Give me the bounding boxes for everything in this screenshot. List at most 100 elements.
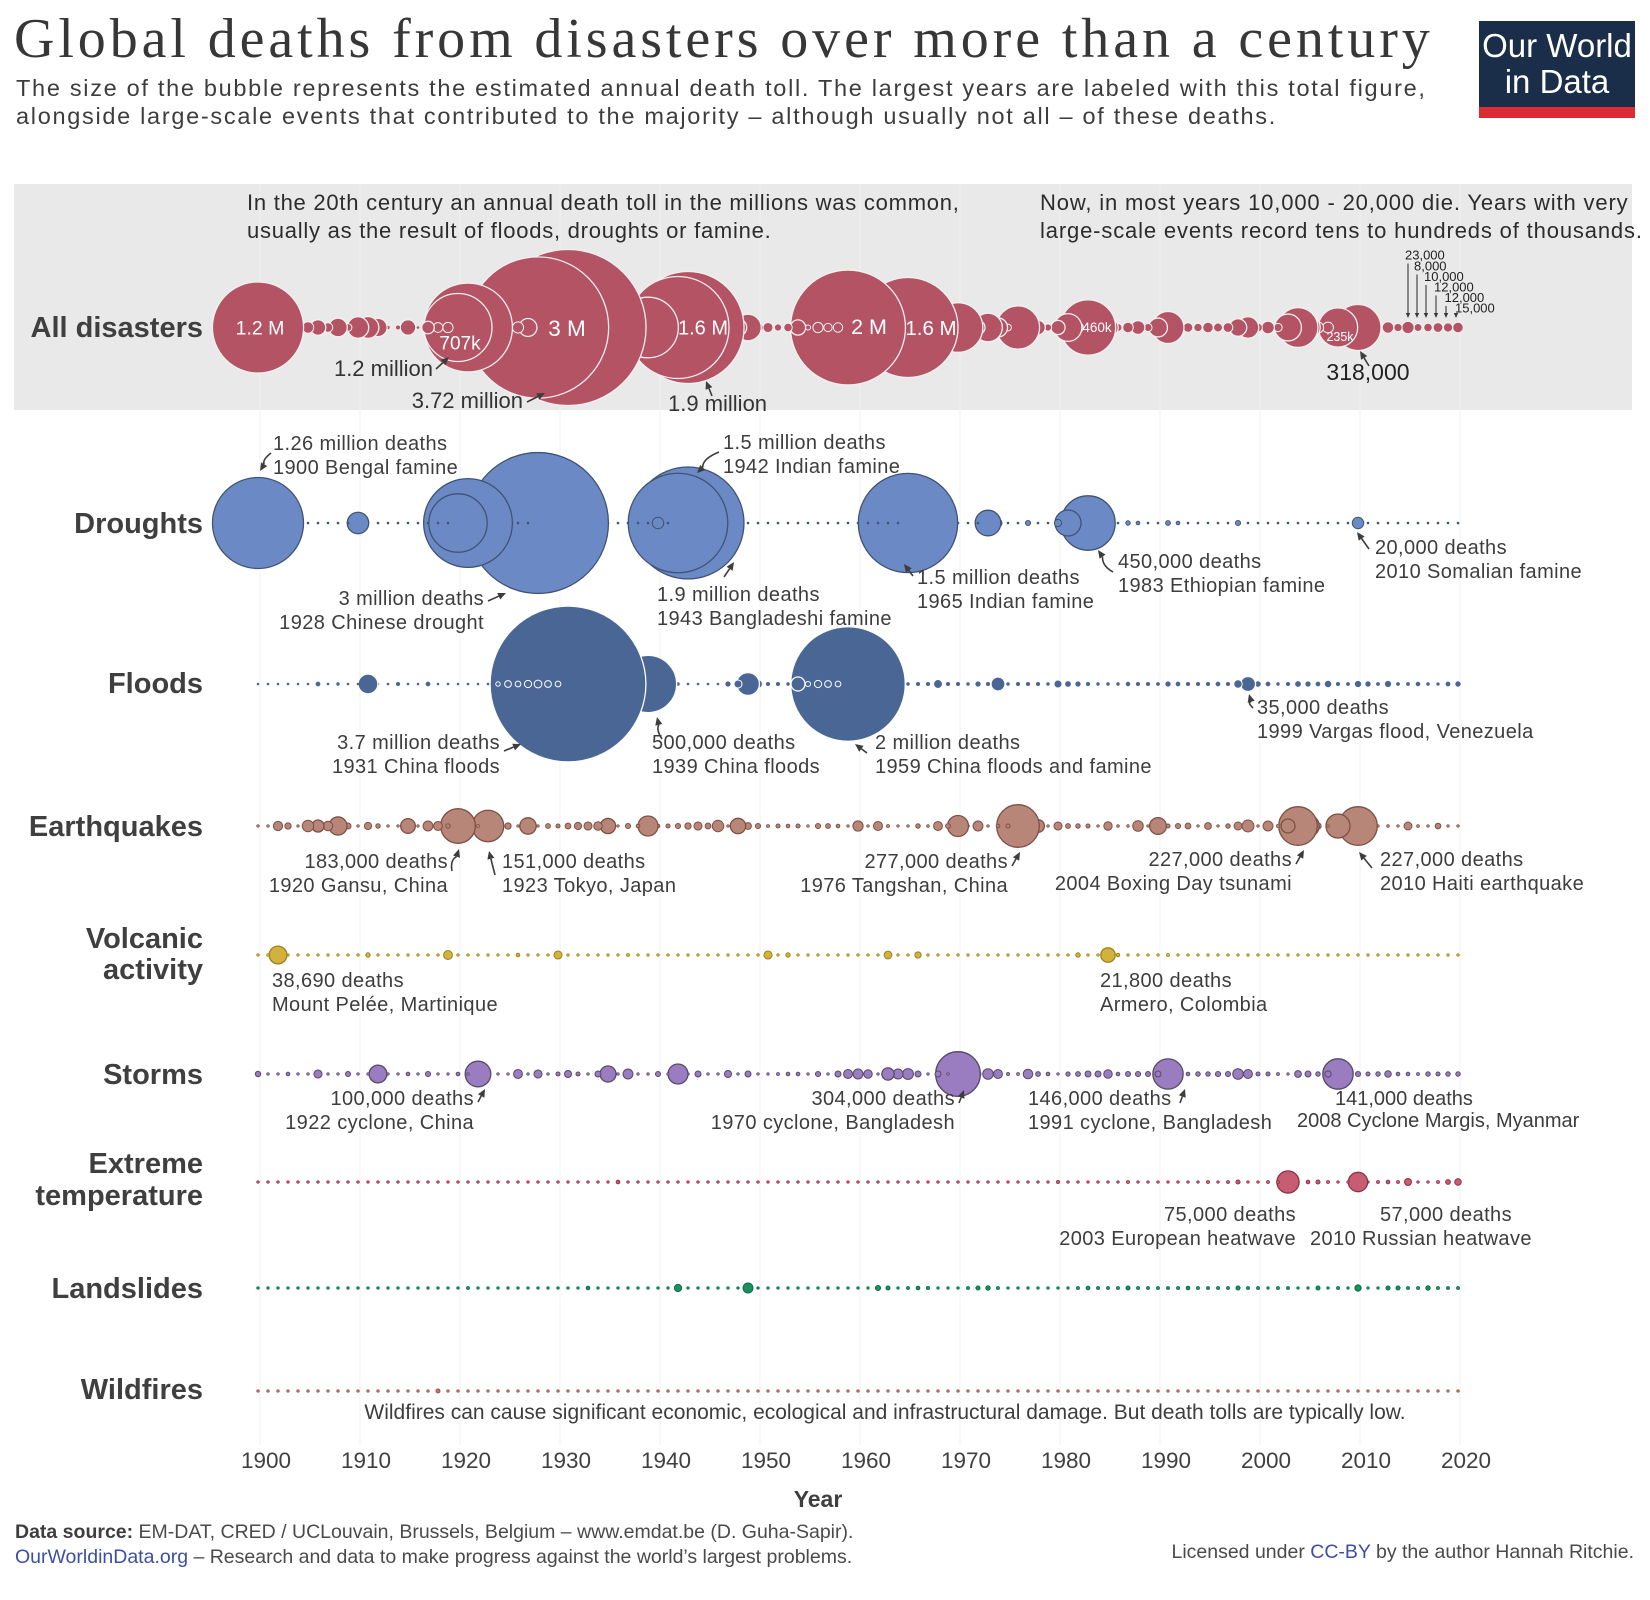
svg-text:Global deaths from disasters o: Global deaths from disasters over more t… — [14, 8, 1434, 70]
svg-text:large-scale events record tens: large-scale events record tens to hundre… — [1040, 218, 1643, 243]
svg-text:1950: 1950 — [741, 1448, 791, 1473]
svg-text:1.6 M: 1.6 M — [905, 317, 956, 340]
svg-text:1900 Bengal famine: 1900 Bengal famine — [273, 457, 458, 479]
svg-text:1920 Gansu, China: 1920 Gansu, China — [269, 875, 449, 897]
svg-text:460k: 460k — [1082, 320, 1112, 335]
svg-text:2010 Haiti earthquake: 2010 Haiti earthquake — [1380, 873, 1584, 895]
svg-text:75,000 deaths: 75,000 deaths — [1164, 1204, 1296, 1226]
svg-text:277,000 deaths: 277,000 deaths — [864, 851, 1008, 873]
svg-text:304,000 deaths: 304,000 deaths — [811, 1088, 955, 1110]
svg-text:in Data: in Data — [1505, 63, 1610, 100]
svg-text:2 M: 2 M — [851, 315, 887, 339]
svg-text:1943 Bangladeshi famine: 1943 Bangladeshi famine — [657, 608, 892, 630]
svg-text:Wildfires can cause significan: Wildfires can cause significant economic… — [364, 1401, 1405, 1424]
svg-text:Extreme: Extreme — [89, 1148, 203, 1180]
svg-text:2010 Somalian famine: 2010 Somalian famine — [1375, 561, 1582, 583]
svg-text:2008 Cyclone Margis, Myanmar: 2008 Cyclone Margis, Myanmar — [1297, 1110, 1580, 1132]
svg-text:Droughts: Droughts — [74, 508, 203, 540]
svg-text:Now, in most years 10,000 - 20: Now, in most years 10,000 - 20,000 die. … — [1040, 190, 1629, 215]
svg-text:450,000 deaths: 450,000 deaths — [1118, 551, 1262, 573]
svg-text:1.5 million deaths: 1.5 million deaths — [723, 432, 886, 454]
svg-text:227,000 deaths: 227,000 deaths — [1148, 849, 1292, 871]
svg-text:All disasters: All disasters — [31, 312, 203, 344]
svg-text:23,000: 23,000 — [1405, 248, 1445, 263]
svg-text:1922 cyclone, China: 1922 cyclone, China — [285, 1112, 474, 1134]
svg-text:alongside large-scale events t: alongside large-scale events that contri… — [16, 103, 1277, 129]
svg-text:temperature: temperature — [35, 1180, 203, 1212]
svg-text:57,000 deaths: 57,000 deaths — [1380, 1204, 1512, 1226]
svg-text:2003 European heatwave: 2003 European heatwave — [1059, 1228, 1296, 1250]
svg-text:1999 Vargas flood, Venezuela: 1999 Vargas flood, Venezuela — [1257, 721, 1534, 743]
svg-text:21,800 deaths: 21,800 deaths — [1100, 970, 1232, 992]
svg-text:235k: 235k — [1326, 330, 1354, 344]
svg-text:3 M: 3 M — [548, 316, 586, 341]
svg-text:1965 Indian famine: 1965 Indian famine — [917, 591, 1094, 613]
svg-text:usually as the result of flood: usually as the result of floods, drought… — [247, 218, 771, 243]
svg-text:1.2 million: 1.2 million — [334, 356, 433, 381]
svg-text:1990: 1990 — [1141, 1448, 1191, 1473]
svg-text:Volcanic: Volcanic — [86, 923, 203, 955]
svg-text:1960: 1960 — [841, 1448, 891, 1473]
svg-text:In the 20th century an annual: In the 20th century an annual death toll… — [247, 190, 960, 215]
svg-text:1910: 1910 — [341, 1448, 391, 1473]
svg-text:activity: activity — [103, 954, 203, 986]
svg-text:1940: 1940 — [641, 1448, 691, 1473]
svg-text:1.2 M: 1.2 M — [236, 318, 285, 340]
svg-text:3.72 million: 3.72 million — [412, 388, 523, 413]
svg-text:100,000 deaths: 100,000 deaths — [330, 1088, 474, 1110]
svg-text:1930: 1930 — [541, 1448, 591, 1473]
svg-text:2020: 2020 — [1441, 1448, 1491, 1473]
svg-text:1928 Chinese drought: 1928 Chinese drought — [279, 612, 484, 634]
svg-text:1983 Ethiopian famine: 1983 Ethiopian famine — [1118, 575, 1325, 597]
svg-text:15,000: 15,000 — [1455, 301, 1495, 316]
svg-text:1931 China floods: 1931 China floods — [332, 756, 500, 778]
svg-text:Wildfires: Wildfires — [81, 1374, 203, 1406]
svg-text:12,000: 12,000 — [1434, 280, 1474, 295]
svg-text:The size of the bubble represe: The size of the bubble represents the es… — [16, 75, 1427, 101]
svg-text:707k: 707k — [439, 334, 481, 355]
svg-text:Armero, Colombia: Armero, Colombia — [1100, 994, 1268, 1016]
svg-text:Data source: EM-DAT, CRED / UC: Data source: EM-DAT, CRED / UCLouvain, B… — [15, 1521, 853, 1543]
svg-text:227,000 deaths: 227,000 deaths — [1380, 849, 1524, 871]
svg-text:2010 Russian heatwave: 2010 Russian heatwave — [1310, 1228, 1532, 1250]
svg-text:1.6 M: 1.6 M — [678, 318, 728, 340]
svg-text:8,000: 8,000 — [1414, 259, 1447, 274]
svg-text:OurWorldinData.org – Research: OurWorldinData.org – Research and data t… — [15, 1546, 852, 1568]
svg-text:35,000 deaths: 35,000 deaths — [1257, 697, 1389, 719]
svg-text:1.9 million deaths: 1.9 million deaths — [657, 584, 820, 606]
svg-text:2010: 2010 — [1341, 1448, 1391, 1473]
svg-text:10,000: 10,000 — [1424, 269, 1464, 284]
svg-text:1.26 million deaths: 1.26 million deaths — [273, 433, 447, 455]
svg-text:2000: 2000 — [1241, 1448, 1291, 1473]
svg-text:1923 Tokyo, Japan: 1923 Tokyo, Japan — [502, 875, 676, 897]
svg-text:38,690 deaths: 38,690 deaths — [272, 970, 404, 992]
svg-text:1.5 million deaths: 1.5 million deaths — [917, 567, 1080, 589]
svg-text:Storms: Storms — [103, 1059, 203, 1091]
svg-text:1970: 1970 — [941, 1448, 991, 1473]
svg-text:Licensed under CC-BY by the au: Licensed under CC-BY by the author Hanna… — [1171, 1541, 1634, 1563]
svg-text:146,000 deaths: 146,000 deaths — [1028, 1088, 1172, 1110]
svg-text:1959 China floods and famine: 1959 China floods and famine — [875, 756, 1152, 778]
svg-text:1970 cyclone, Bangladesh: 1970 cyclone, Bangladesh — [711, 1112, 955, 1134]
svg-text:2 million deaths: 2 million deaths — [875, 732, 1020, 754]
svg-text:141,000 deaths: 141,000 deaths — [1335, 1088, 1473, 1110]
svg-text:20,000 deaths: 20,000 deaths — [1375, 537, 1507, 559]
svg-text:500,000 deaths: 500,000 deaths — [652, 732, 796, 754]
svg-text:Floods: Floods — [108, 668, 203, 700]
svg-text:Year: Year — [794, 1486, 843, 1512]
svg-text:Our World: Our World — [1482, 27, 1632, 64]
svg-text:1.9 million: 1.9 million — [668, 391, 767, 416]
svg-text:1900: 1900 — [241, 1448, 291, 1473]
svg-text:Landslides: Landslides — [52, 1273, 204, 1305]
svg-text:1980: 1980 — [1041, 1448, 1091, 1473]
svg-text:3.7 million deaths: 3.7 million deaths — [337, 732, 500, 754]
svg-text:1920: 1920 — [441, 1448, 491, 1473]
svg-text:12,000: 12,000 — [1445, 290, 1485, 305]
svg-text:1991 cyclone, Bangladesh: 1991 cyclone, Bangladesh — [1028, 1112, 1272, 1134]
svg-text:1976 Tangshan, China: 1976 Tangshan, China — [800, 875, 1008, 897]
svg-text:151,000 deaths: 151,000 deaths — [502, 851, 646, 873]
svg-text:2004 Boxing Day tsunami: 2004 Boxing Day tsunami — [1055, 873, 1292, 895]
svg-text:3 million deaths: 3 million deaths — [339, 588, 484, 610]
svg-text:Earthquakes: Earthquakes — [29, 811, 203, 843]
svg-text:1942 Indian famine: 1942 Indian famine — [723, 456, 900, 478]
